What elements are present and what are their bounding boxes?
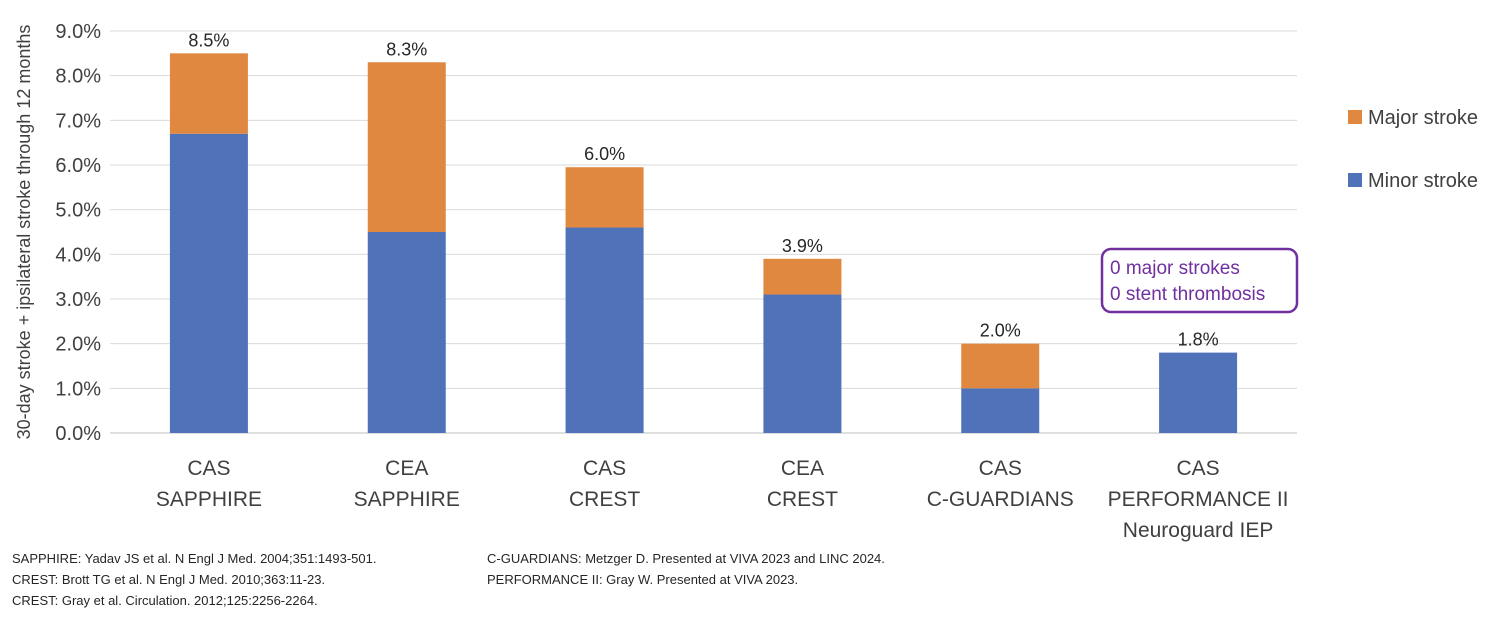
reference: PERFORMANCE II: Gray W. Presented at VIV… — [487, 572, 799, 587]
total-label: 3.9% — [782, 236, 823, 256]
y-tick-label: 5.0% — [55, 200, 101, 222]
reference: SAPPHIRE: Yadav JS et al. N Engl J Med. … — [12, 551, 377, 566]
x-category-label: CAS — [583, 457, 626, 480]
x-category-label: SAPPHIRE — [156, 488, 262, 511]
annotation-line-2: 0 stent thrombosis — [1110, 284, 1265, 305]
bar-minor-stroke — [961, 388, 1040, 433]
x-category-label: CREST — [767, 488, 838, 511]
x-category-label: PERFORMANCE II — [1108, 488, 1289, 511]
x-category-label: CAS — [1176, 457, 1219, 480]
bar-minor-stroke — [1159, 352, 1238, 433]
y-tick-label: 1.0% — [55, 378, 101, 400]
bar-minor-stroke — [763, 294, 842, 433]
x-category-label: CAS — [979, 457, 1022, 480]
gridlines — [110, 30, 1297, 434]
x-category-label: C-GUARDIANS — [927, 488, 1074, 511]
x-category-label: SAPPHIRE — [354, 488, 460, 511]
legend-label-minor: Minor stroke — [1368, 170, 1478, 192]
bar-major-stroke — [367, 62, 446, 233]
x-category-label: CAS — [187, 457, 230, 480]
total-label: 6.0% — [584, 144, 625, 164]
legend-label-major: Major stroke — [1368, 107, 1478, 129]
x-category-label: CREST — [569, 488, 640, 511]
total-label: 2.0% — [980, 321, 1021, 341]
bar-minor-stroke — [169, 133, 248, 433]
x-axis-categories: CAS SAPPHIRE CEA SAPPHIRE CAS CREST CEA CREST CA… — [156, 457, 1289, 542]
reference: CREST: Gray et al. Circulation. 2012;125… — [12, 593, 318, 608]
bars — [169, 53, 1238, 433]
y-tick-label: 4.0% — [55, 244, 101, 266]
y-tick-label: 9.0% — [55, 21, 101, 43]
bar-major-stroke — [169, 53, 248, 134]
y-tick-label: 6.0% — [55, 155, 101, 177]
references-left: SAPPHIRE: Yadav JS et al. N Engl J Med. … — [12, 548, 376, 611]
y-tick-label: 3.0% — [55, 289, 101, 311]
total-label: 8.3% — [386, 39, 427, 59]
y-tick-label: 0.0% — [55, 423, 101, 445]
annotation-line-1: 0 major strokes — [1110, 258, 1240, 279]
x-category-label: CEA — [781, 457, 824, 480]
y-tick-label: 2.0% — [55, 334, 101, 356]
reference: C-GUARDIANS: Metzger D. Presented at VIV… — [487, 551, 885, 566]
y-axis-label: 30-day stroke + ipsilateral stroke throu… — [14, 25, 34, 440]
x-category-label: Neuroguard IEP — [1123, 519, 1274, 542]
reference: CREST: Brott TG et al. N Engl J Med. 201… — [12, 572, 326, 587]
bar-minor-stroke — [565, 227, 644, 433]
bar-major-stroke — [961, 343, 1040, 389]
legend-swatch-major — [1348, 110, 1362, 124]
annotation-callout: 0 major strokes 0 stent thrombosis — [1100, 247, 1299, 314]
legend-swatch-minor — [1348, 173, 1362, 187]
references-right: C-GUARDIANS: Metzger D. Presented at VIV… — [487, 548, 885, 590]
y-tick-label: 8.0% — [55, 66, 101, 88]
y-tick-label: 7.0% — [55, 110, 101, 132]
total-label: 8.5% — [188, 30, 229, 50]
y-axis-ticks: 0.0% 1.0% 2.0% 3.0% 4.0% 5.0% 6.0% 7.0% 8.0% 9.0% — [55, 21, 101, 445]
bar-major-stroke — [763, 258, 842, 295]
total-label: 1.8% — [1178, 330, 1219, 350]
annotation-box — [1100, 247, 1299, 314]
x-category-label: CEA — [385, 457, 428, 480]
bar-major-stroke — [565, 167, 644, 228]
total-labels: 8.5% 8.3% 6.0% 3.9% 2.0% 1.8% — [188, 30, 1218, 349]
legend: Major stroke Minor stroke — [1348, 107, 1478, 192]
bar-minor-stroke — [367, 232, 446, 433]
stacked-bar-chart: 0.0% 1.0% 2.0% 3.0% 4.0% 5.0% 6.0% 7.0% 8.0% 9.0%… — [14, 21, 1478, 542]
